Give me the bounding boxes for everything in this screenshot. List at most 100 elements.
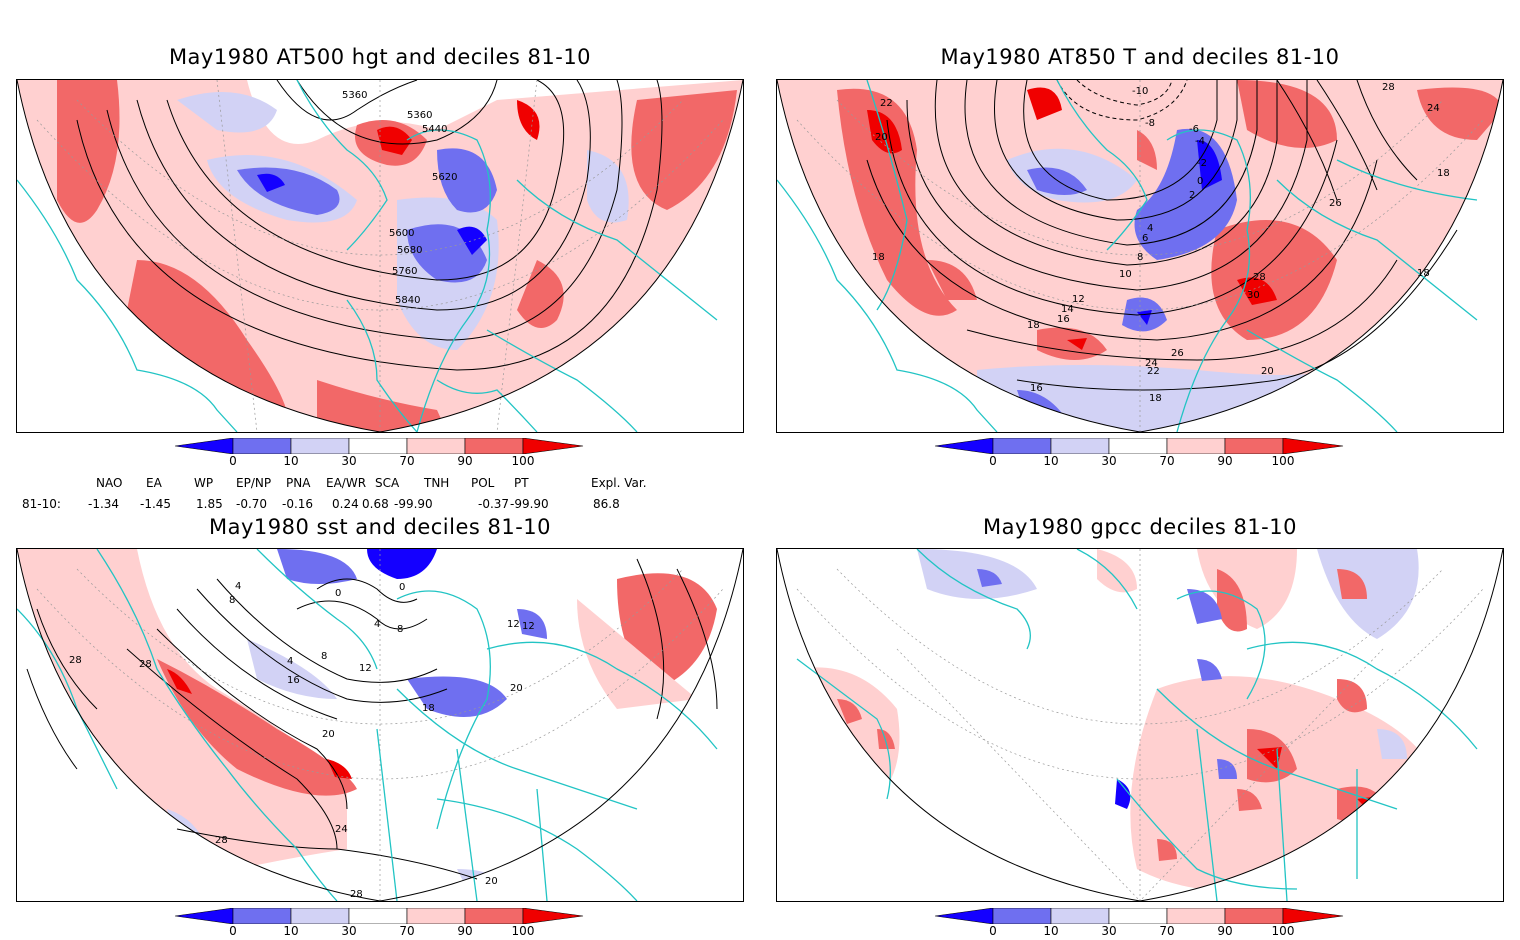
coastlines-2 [777, 80, 1478, 432]
contour-label: 18 [1437, 168, 1450, 179]
map-panel-3: 4 8 0 0 4 8 12 4 8 12 16 20 28 28 20 24 … [16, 548, 744, 902]
index-header-ea: EA [146, 476, 162, 490]
contour-label: 5840 [395, 295, 420, 306]
contour-label: 24 [1427, 103, 1440, 114]
index-value-tnh: -99.90 [394, 497, 433, 511]
contour-label: 16 [1030, 383, 1043, 394]
panel-4-title: May1980 gpcc deciles 81-10 [983, 515, 1297, 539]
index-row-label: 81-10: [22, 497, 61, 511]
contour-label: 4 [1147, 223, 1153, 234]
contour-label: 8 [1137, 252, 1143, 263]
contour-label: 20 [485, 876, 498, 887]
contour-label: 0 [335, 588, 341, 599]
index-value-sca: 0.68 [362, 497, 389, 511]
contour-label: 24 [1145, 358, 1158, 369]
contour-label: 18 [1027, 320, 1040, 331]
colorbar-label: 10 [1043, 924, 1059, 938]
map-svg-3: 4 8 0 0 4 8 12 4 8 12 16 20 28 28 20 24 … [17, 549, 743, 901]
contour-label: 26 [1329, 198, 1342, 209]
colorbar-label: 90 [457, 454, 473, 468]
contour-label: 12 [522, 621, 535, 632]
index-value-wp: 1.85 [196, 497, 223, 511]
colorbar-label: 100 [1271, 454, 1295, 468]
contour-label: 20 [322, 729, 335, 740]
colorbar-1: 0 10 30 70 90 100 [174, 437, 595, 468]
contour-label: 24 [335, 824, 348, 835]
index-header-explvar: Expl. Var. [591, 476, 647, 490]
colorbar-2: 0 10 30 70 90 100 [934, 437, 1355, 468]
index-header-sca: SCA [375, 476, 400, 490]
contour-label: 5680 [397, 245, 422, 256]
contour-label: 5620 [432, 172, 457, 183]
contour-label: 28 [69, 655, 82, 666]
contour-label: 12 [507, 619, 520, 630]
contour-label: 18 [1417, 268, 1430, 279]
map-panel-4 [776, 548, 1504, 902]
contour-label: 4 [287, 656, 293, 667]
contour-label: 28 [1382, 82, 1395, 93]
contour-label: 5440 [422, 124, 447, 135]
index-header-nao: NAO [96, 476, 123, 490]
contour-label: 4 [374, 619, 380, 630]
panel-2-title: May1980 AT850 T and deciles 81-10 [940, 45, 1340, 69]
index-value-pna: -0.16 [282, 497, 314, 511]
contour-label: 30 [1247, 290, 1260, 301]
contour-label: -4 [1195, 136, 1205, 147]
contour-label: 28 [1253, 272, 1266, 283]
contour-label: 18 [872, 252, 885, 263]
index-header-pt: PT [514, 476, 529, 490]
colorbar-label: 100 [511, 924, 535, 938]
contour-label: 2 [1189, 190, 1195, 201]
colorbar-label: 90 [1217, 454, 1233, 468]
contour-label: 18 [1149, 393, 1162, 404]
colorbar-label: 100 [511, 454, 535, 468]
index-header-pna: PNA [286, 476, 311, 490]
contour-label: 8 [321, 651, 327, 662]
contour-label: 18 [422, 703, 435, 714]
map-svg-2: 22 20 18 -10 -8 -6 -4 -2 0 2 4 6 8 10 12… [777, 80, 1503, 432]
contour-label: 5600 [389, 228, 414, 239]
colorbar-label: 0 [229, 454, 237, 468]
contour-label: 28 [215, 835, 228, 846]
colorbar-label: 70 [399, 924, 415, 938]
index-value-epnp: -0.70 [236, 497, 268, 511]
colorbar-label: 10 [1043, 454, 1059, 468]
colorbar-label: 30 [1101, 924, 1117, 938]
colorbar-4: 0 10 30 70 90 100 [934, 907, 1355, 938]
contour-label: 16 [1057, 314, 1070, 325]
contour-label: 0 [1197, 176, 1203, 187]
contour-label: 12 [1072, 294, 1085, 305]
contour-label: 10 [1119, 269, 1132, 280]
contour-label: -2 [1197, 158, 1207, 169]
contour-label: 20 [510, 683, 523, 694]
coastlines-1 [17, 80, 718, 432]
index-value-eawr: 0.24 [332, 497, 359, 511]
contour-label: 28 [139, 659, 152, 670]
colorbar-label: 90 [1217, 924, 1233, 938]
map-panel-1: 5360 5360 5440 5620 5600 5680 5760 5840 [16, 79, 744, 433]
index-header-epnp: EP/NP [236, 476, 272, 490]
index-value-ea: -1.45 [140, 497, 172, 511]
teleconnection-indices: NAO EA WP EP/NP PNA EA/WR SCA TNH POL PT… [0, 476, 700, 512]
index-value-pt: -99.90 [510, 497, 549, 511]
decile-shading-4 [797, 549, 1437, 893]
colorbar-label: 0 [989, 454, 997, 468]
contour-label: 26 [1171, 348, 1184, 359]
colorbar-label: 30 [341, 454, 357, 468]
colorbar-label: 0 [989, 924, 997, 938]
index-header-tnh: TNH [424, 476, 450, 490]
panel-1-title: May1980 AT500 hgt and deciles 81-10 [168, 45, 592, 69]
coastlines-4 [796, 549, 1478, 901]
contour-label: 14 [1061, 304, 1074, 315]
contour-label: 6 [1142, 233, 1148, 244]
colorbar-label: 0 [229, 924, 237, 938]
contour-label: -6 [1189, 124, 1199, 135]
colorbar-label: 30 [1101, 454, 1117, 468]
contour-label: 12 [359, 663, 372, 674]
map-svg-4 [777, 549, 1503, 901]
colorbar-label: 70 [399, 454, 415, 468]
contours-1 [76, 80, 663, 371]
colorbar-label: 30 [341, 924, 357, 938]
index-value-nao: -1.34 [88, 497, 120, 511]
index-header-pol: POL [471, 476, 495, 490]
